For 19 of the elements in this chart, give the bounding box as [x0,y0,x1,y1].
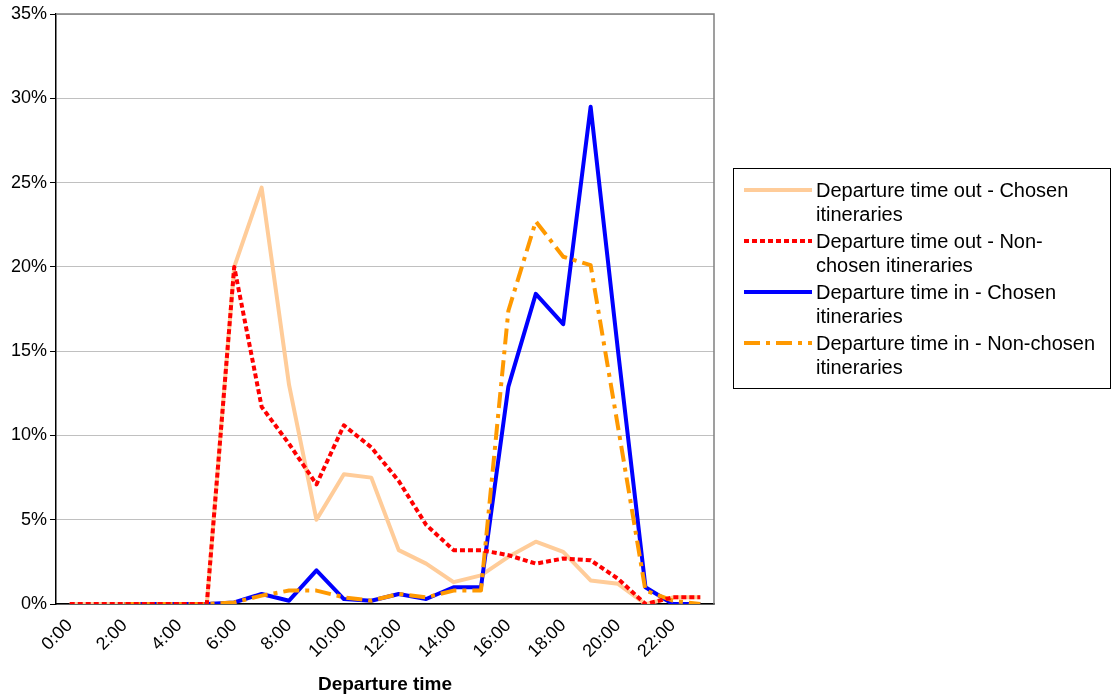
x-tick-label: 6:00 [201,614,241,654]
line-series [122,219,703,605]
legend-label: Departure time in - Non-chosen itineraries [816,331,1096,379]
x-axis-title: Departure time [317,672,453,694]
y-tick-label: 25% [11,171,48,192]
legend-label: Departure time in - Chosen itineraries [816,280,1058,328]
y-tick-label: 30% [11,87,48,108]
legend-label: Departure time out - Non-chosen itineraries [816,229,1044,277]
y-tick-label: 35% [11,2,48,23]
y-tick-label: 0% [21,593,48,614]
y-tick-label: 10% [11,424,48,445]
legend-label: Departure time out - Chosen itineraries [816,178,1070,226]
y-tick-label: 20% [11,255,48,276]
y-tick-label: 15% [11,340,48,361]
x-tick-label: 4:00 [146,614,186,654]
x-tick-label: 8:00 [256,614,296,654]
line-series [67,264,703,605]
x-tick-label: 0:00 [37,614,77,654]
y-tick-label: 5% [21,508,48,529]
